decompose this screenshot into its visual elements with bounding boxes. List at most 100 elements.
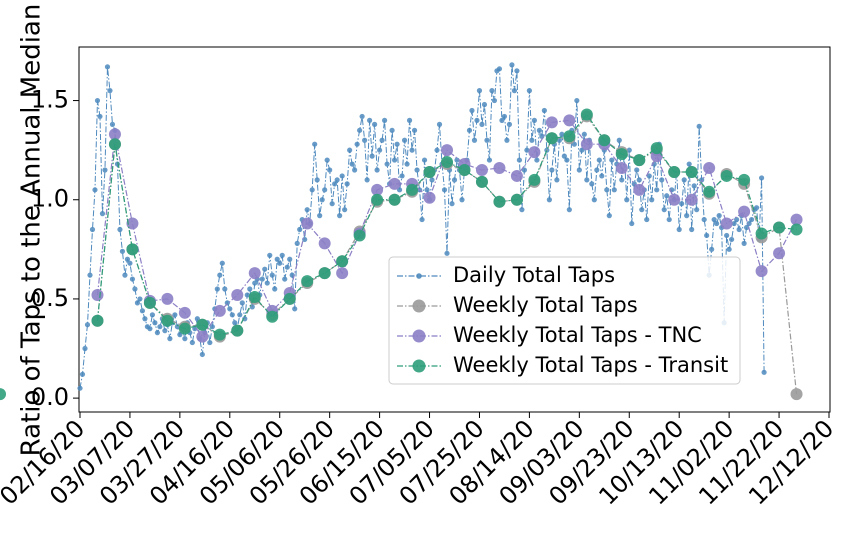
- point-weekly-total-taps-transit: [668, 165, 681, 178]
- point-daily-total-taps: [297, 226, 303, 233]
- point-daily-total-taps: [436, 121, 443, 127]
- point-weekly-total-taps-transit: [475, 175, 488, 188]
- point-daily-total-taps: [741, 240, 747, 246]
- point-weekly-total-taps-transit: [178, 322, 191, 335]
- point-daily-total-taps: [411, 127, 418, 133]
- y-tick-label: 0.0: [31, 383, 69, 411]
- point-daily-total-taps: [429, 177, 435, 183]
- point-daily-total-taps: [681, 177, 687, 183]
- point-daily-total-taps: [709, 246, 715, 252]
- point-daily-total-taps: [661, 207, 667, 213]
- point-daily-total-taps: [694, 207, 700, 213]
- point-weekly-total-taps-transit: [301, 275, 314, 288]
- point-daily-total-taps: [259, 276, 265, 282]
- point-weekly-total-taps-tnc: [685, 193, 698, 206]
- point-daily-total-taps: [274, 256, 280, 262]
- point-daily-total-taps: [414, 167, 420, 173]
- point-daily-total-taps: [609, 157, 615, 163]
- point-daily-total-taps: [724, 232, 730, 239]
- point-daily-total-taps: [359, 113, 365, 120]
- point-weekly-total-taps-transit: [161, 314, 174, 327]
- point-daily-total-taps: [564, 157, 570, 163]
- point-daily-total-taps: [224, 300, 230, 306]
- point-daily-total-taps: [401, 137, 408, 143]
- point-daily-total-taps: [599, 173, 605, 179]
- point-daily-total-taps: [704, 232, 710, 239]
- point-weekly-total-taps-tnc: [441, 144, 454, 157]
- point-weekly-total-taps-tnc: [178, 306, 191, 319]
- point-daily-total-taps: [469, 107, 475, 114]
- point-weekly-total-taps-tnc: [510, 169, 523, 182]
- point-daily-total-taps: [82, 345, 88, 352]
- point-weekly-total-taps-transit: [755, 227, 768, 240]
- point-daily-total-taps: [122, 272, 128, 278]
- point-daily-total-taps: [581, 131, 587, 137]
- point-daily-total-taps: [424, 187, 430, 193]
- point-weekly-total-taps-transit: [91, 314, 104, 327]
- point-daily-total-taps: [119, 248, 126, 254]
- point-daily-total-taps: [434, 147, 440, 153]
- point-daily-total-taps: [611, 187, 617, 193]
- point-daily-total-taps: [137, 296, 143, 302]
- point-weekly-total-taps-transit: [650, 142, 663, 155]
- point-daily-total-taps: [267, 252, 273, 258]
- point-daily-total-taps: [701, 216, 707, 223]
- point-daily-total-taps: [499, 117, 505, 123]
- point-weekly-total-taps-transit: [528, 173, 541, 186]
- point-daily-total-taps: [454, 157, 460, 163]
- point-daily-total-taps: [484, 137, 490, 143]
- point-daily-total-taps: [192, 326, 198, 332]
- point-weekly-total-taps-transit: [458, 163, 471, 176]
- point-weekly-total-taps: [790, 388, 803, 401]
- point-weekly-total-taps-tnc: [108, 128, 121, 141]
- point-daily-total-taps: [329, 201, 335, 207]
- point-daily-total-taps: [394, 141, 400, 147]
- point-weekly-total-taps-tnc: [773, 247, 786, 260]
- point-daily-total-taps: [219, 260, 225, 266]
- point-daily-total-taps: [182, 336, 188, 342]
- point-weekly-total-taps-tnc: [231, 288, 244, 301]
- point-daily-total-taps: [496, 66, 503, 72]
- point-daily-total-taps: [279, 252, 285, 258]
- point-daily-total-taps: [199, 351, 205, 358]
- point-daily-total-taps: [619, 177, 625, 183]
- point-daily-total-taps: [139, 308, 146, 314]
- point-daily-total-taps: [646, 173, 652, 179]
- point-daily-total-taps: [744, 224, 750, 231]
- point-daily-total-taps: [319, 197, 325, 203]
- point-weekly-total-taps-tnc: [475, 163, 488, 176]
- point-daily-total-taps: [364, 177, 370, 183]
- point-weekly-total-taps-tnc: [213, 304, 226, 317]
- point-daily-total-taps: [676, 226, 682, 233]
- point-daily-total-taps: [324, 157, 330, 163]
- point-weekly-total-taps-tnc: [790, 213, 803, 226]
- point-daily-total-taps: [229, 312, 235, 318]
- point-daily-total-taps: [519, 207, 525, 213]
- point-daily-total-taps: [354, 141, 360, 147]
- point-daily-total-taps: [526, 88, 533, 94]
- point-daily-total-taps: [404, 161, 410, 167]
- point-daily-total-taps: [616, 137, 622, 143]
- point-daily-total-taps: [514, 68, 520, 74]
- point-weekly-total-taps-tnc: [738, 205, 751, 218]
- point-daily-total-taps: [372, 121, 378, 127]
- point-daily-total-taps: [357, 127, 363, 133]
- legend-box: [388, 256, 741, 385]
- point-daily-total-taps: [711, 216, 717, 223]
- point-daily-total-taps: [162, 328, 168, 334]
- point-daily-total-taps: [541, 107, 547, 114]
- point-weekly-total-taps-transit: [388, 193, 401, 206]
- point-daily-total-taps: [471, 137, 478, 143]
- y-axis: 0.0 0.5 1.0 1.5: [31, 86, 79, 411]
- point-daily-total-taps: [481, 101, 488, 108]
- point-daily-total-taps: [107, 88, 113, 94]
- point-daily-total-taps: [109, 121, 116, 127]
- point-daily-total-taps: [486, 157, 493, 163]
- point-daily-total-taps: [734, 216, 740, 223]
- point-weekly-total-taps-tnc: [388, 177, 401, 190]
- point-daily-total-taps: [714, 220, 720, 227]
- point-daily-total-taps: [142, 316, 148, 322]
- point-daily-total-taps: [127, 260, 133, 266]
- point-daily-total-taps: [444, 250, 450, 256]
